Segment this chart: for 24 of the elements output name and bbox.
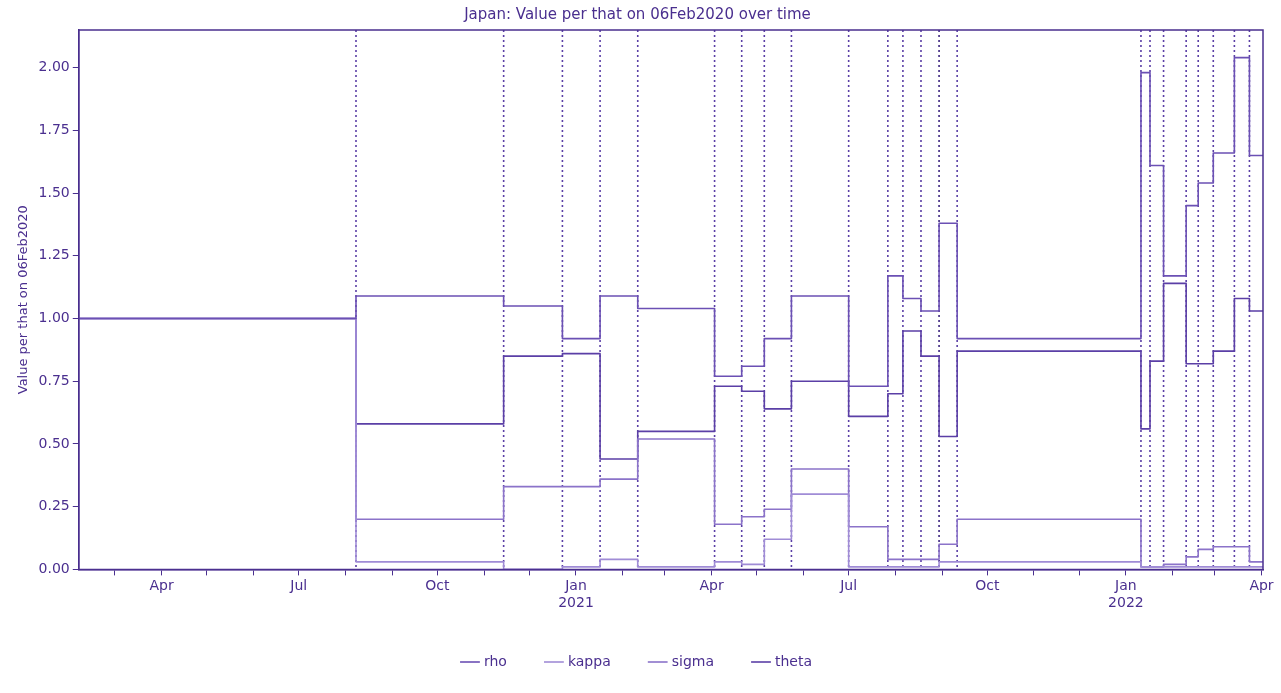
- x-tick-label: Apr: [149, 577, 174, 594]
- x-tick-label: Jul: [839, 577, 858, 594]
- y-tick-label: 0.75: [38, 371, 70, 388]
- legend-label: rho: [483, 652, 507, 669]
- legend-label: kappa: [567, 652, 611, 669]
- x-tick-label: Apr: [1249, 577, 1274, 594]
- x-tick-label: Apr: [699, 577, 724, 594]
- y-tick-label: 1.00: [38, 309, 70, 326]
- x-tick-label: Jul: [289, 577, 308, 594]
- y-tick-label: 1.25: [38, 246, 70, 263]
- x-tick-label: Oct: [425, 577, 450, 594]
- chart-title: Japan: Value per that on 06Feb2020 over time: [463, 4, 811, 23]
- x-tick-label: Oct: [975, 577, 1000, 594]
- y-tick-label: 0.25: [38, 497, 70, 514]
- y-tick-label: 0.50: [38, 434, 70, 451]
- y-tick-label: 1.75: [38, 120, 70, 137]
- y-tick-label: 1.50: [38, 183, 70, 200]
- y-axis-title: Value per that on 06Feb2020: [15, 205, 31, 395]
- legend-label: theta: [774, 652, 813, 669]
- x-tick-label: Jan 2021: [558, 577, 594, 611]
- legend-label: sigma: [671, 652, 714, 669]
- x-tick-label: Jan 2022: [1108, 577, 1144, 611]
- y-tick-label: 2.00: [38, 58, 70, 75]
- y-tick-label: 0.00: [38, 560, 70, 577]
